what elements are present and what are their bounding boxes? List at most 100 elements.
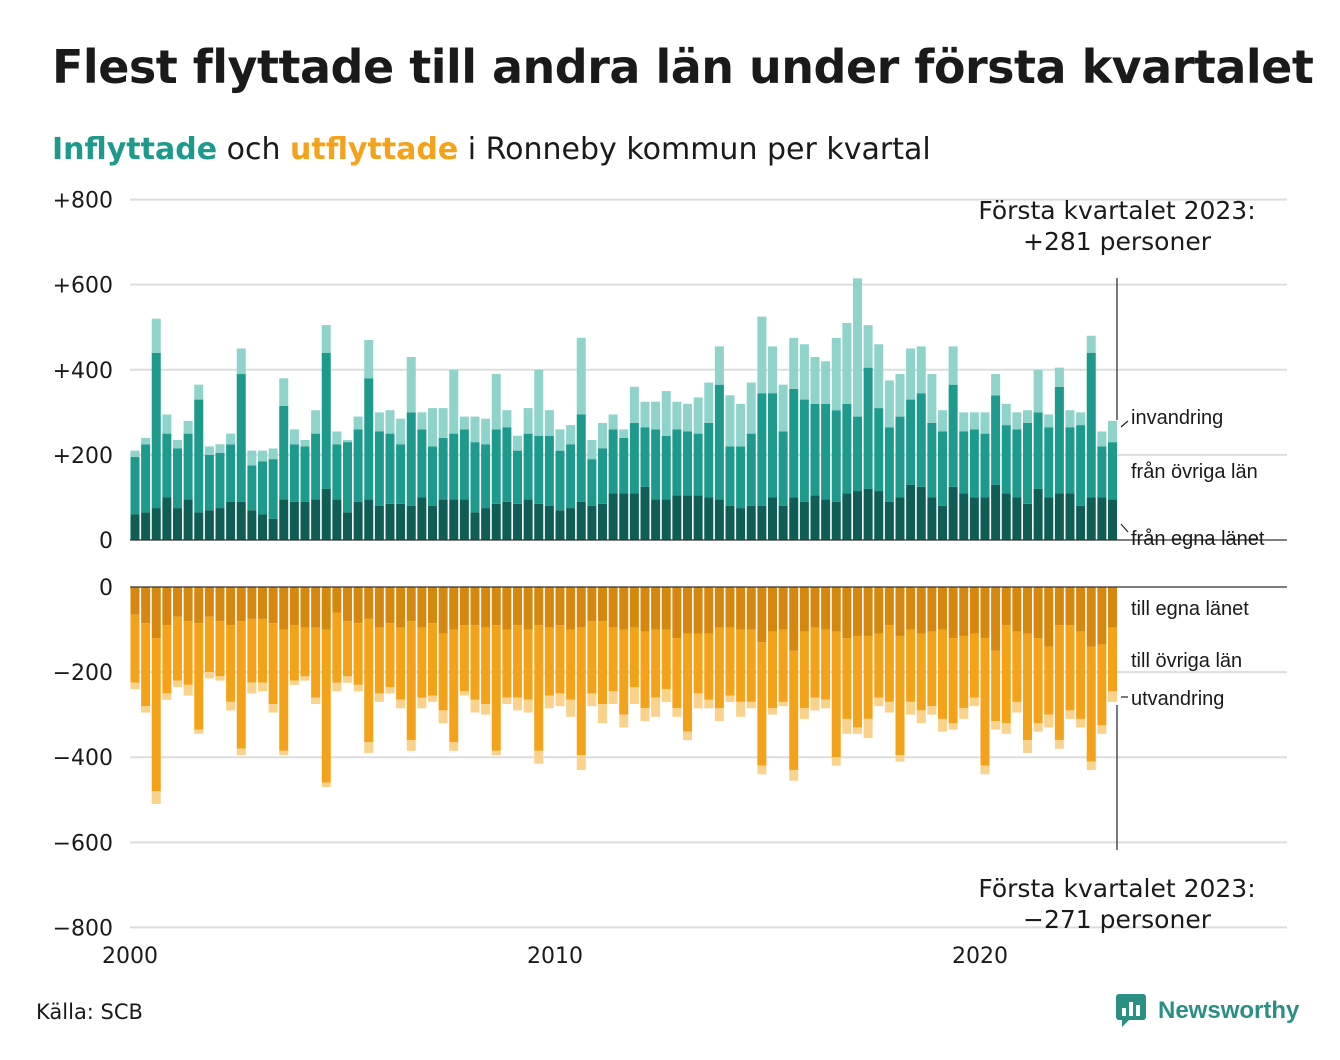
bar-out-utvandring: [651, 697, 661, 717]
bar-out-utvandring: [1076, 718, 1086, 728]
bar-out-till-egna-lanet: [821, 587, 831, 630]
bar-out-till-ovriga-lan: [1065, 625, 1075, 711]
bar-in-invandring: [661, 391, 671, 436]
bar-in-invandring: [396, 418, 406, 445]
bar-out-till-egna-lanet: [449, 587, 459, 630]
x-tick-label: 2020: [952, 944, 1008, 969]
bar-out-till-ovriga-lan: [470, 625, 480, 700]
bar-in-fran-egna-lanet: [141, 512, 151, 540]
bar-out-till-egna-lanet: [916, 587, 926, 634]
bar-out-till-ovriga-lan: [279, 629, 289, 751]
bar-in-fran-egna-lanet: [470, 512, 480, 540]
bar-in-fran-egna-lanet: [428, 505, 437, 540]
bar-in-invandring: [534, 369, 544, 436]
bar-in-fran-ovriga-lan: [629, 422, 639, 494]
bar-out-utvandring: [417, 697, 427, 709]
bar-in-fran-egna-lanet: [162, 497, 172, 540]
bar-out-till-ovriga-lan: [768, 631, 777, 709]
bar-in-invandring: [629, 386, 639, 423]
bar-in-invandring: [1023, 410, 1032, 423]
bar-in-fran-ovriga-lan: [948, 384, 958, 487]
bar-in-invandring: [1012, 412, 1022, 430]
bar-out-utvandring: [226, 701, 236, 711]
bar-out-till-ovriga-lan: [725, 627, 735, 696]
bar-in-invandring: [736, 403, 746, 447]
bar-in-fran-ovriga-lan: [449, 433, 459, 500]
bar-in-fran-ovriga-lan: [353, 429, 363, 502]
bar-in-fran-ovriga-lan: [215, 452, 225, 509]
bar-in-fran-egna-lanet: [799, 501, 809, 540]
bar-out-utvandring: [364, 742, 374, 753]
bar-in-invandring: [151, 318, 161, 353]
bar-in-invandring: [906, 348, 916, 400]
bar-out-utvandring: [608, 691, 618, 705]
bar-out-till-ovriga-lan: [948, 638, 958, 724]
bar-in-invandring: [141, 437, 151, 445]
bar-out-utvandring: [332, 682, 342, 692]
bar-in-fran-ovriga-lan: [714, 384, 724, 500]
bar-out-utvandring: [194, 729, 204, 734]
bar-out-till-egna-lanet: [736, 587, 746, 630]
bar-in-invandring: [619, 429, 629, 438]
bar-out-utvandring: [1108, 691, 1117, 702]
bar-in-fran-egna-lanet: [502, 501, 512, 540]
bar-in-fran-ovriga-lan: [884, 427, 894, 502]
subtitle-och: och: [217, 132, 290, 167]
bar-in-invandring: [555, 429, 565, 451]
bar-out-till-ovriga-lan: [683, 633, 692, 732]
bar-in-fran-egna-lanet: [300, 501, 310, 540]
bar-out-utvandring: [1044, 714, 1054, 728]
bar-out-till-ovriga-lan: [629, 627, 639, 687]
bar-out-utvandring: [173, 680, 182, 687]
bar-in-fran-egna-lanet: [523, 499, 533, 540]
bar-out-till-ovriga-lan: [651, 629, 661, 698]
bar-out-till-egna-lanet: [672, 587, 682, 639]
bar-out-till-egna-lanet: [991, 587, 1001, 651]
bar-in-invandring: [778, 384, 788, 432]
bar-out-till-egna-lanet: [566, 587, 576, 630]
bar-out-utvandring: [523, 699, 533, 713]
y-tick-label-top: 0: [99, 529, 113, 554]
bar-out-till-ovriga-lan: [268, 623, 278, 705]
bar-out-till-egna-lanet: [895, 587, 905, 636]
bar-in-invandring: [608, 414, 618, 430]
bar-out-utvandring: [916, 710, 926, 724]
bar-in-invandring: [459, 416, 469, 430]
bar-in-fran-egna-lanet: [757, 505, 767, 540]
bar-in-fran-ovriga-lan: [481, 444, 491, 509]
bar-out-till-ovriga-lan: [428, 623, 437, 696]
bar-out-utvandring: [704, 699, 714, 709]
bar-in-fran-egna-lanet: [173, 508, 182, 540]
bar-in-fran-egna-lanet: [1097, 497, 1107, 540]
bar-in-invandring: [204, 446, 214, 455]
bar-out-till-ovriga-lan: [906, 629, 916, 702]
bar-in-fran-egna-lanet: [1086, 497, 1096, 540]
bar-out-utvandring: [693, 693, 703, 709]
bar-out-utvandring: [204, 672, 214, 679]
bar-out-till-ovriga-lan: [566, 629, 576, 700]
bar-in-fran-ovriga-lan: [459, 429, 469, 500]
bar-out-utvandring: [151, 791, 161, 805]
bar-in-invandring: [374, 412, 384, 432]
bar-out-till-egna-lanet: [151, 587, 161, 639]
bar-out-utvandring: [247, 682, 257, 694]
bar-out-till-ovriga-lan: [1033, 638, 1043, 724]
bar-in-fran-egna-lanet: [1054, 493, 1064, 540]
bar-out-utvandring: [799, 708, 809, 719]
bar-in-fran-ovriga-lan: [906, 399, 916, 485]
bar-in-invandring: [640, 401, 650, 428]
y-tick-label-bottom: −600: [53, 831, 113, 856]
bar-in-fran-egna-lanet: [151, 508, 161, 540]
bar-in-fran-ovriga-lan: [810, 403, 820, 496]
bar-in-invandring: [183, 420, 193, 434]
bar-out-utvandring: [725, 695, 735, 702]
bar-in-fran-egna-lanet: [268, 518, 278, 540]
bar-in-fran-egna-lanet: [513, 503, 522, 540]
bar-in-fran-ovriga-lan: [842, 403, 852, 494]
annotation-bottom-line1: Första kvartalet 2023:: [978, 874, 1255, 903]
y-tick-label-bottom: −800: [53, 916, 113, 941]
bar-in-fran-ovriga-lan: [438, 437, 448, 500]
bar-out-till-ovriga-lan: [587, 621, 597, 694]
bar-in-invandring: [1033, 369, 1043, 413]
